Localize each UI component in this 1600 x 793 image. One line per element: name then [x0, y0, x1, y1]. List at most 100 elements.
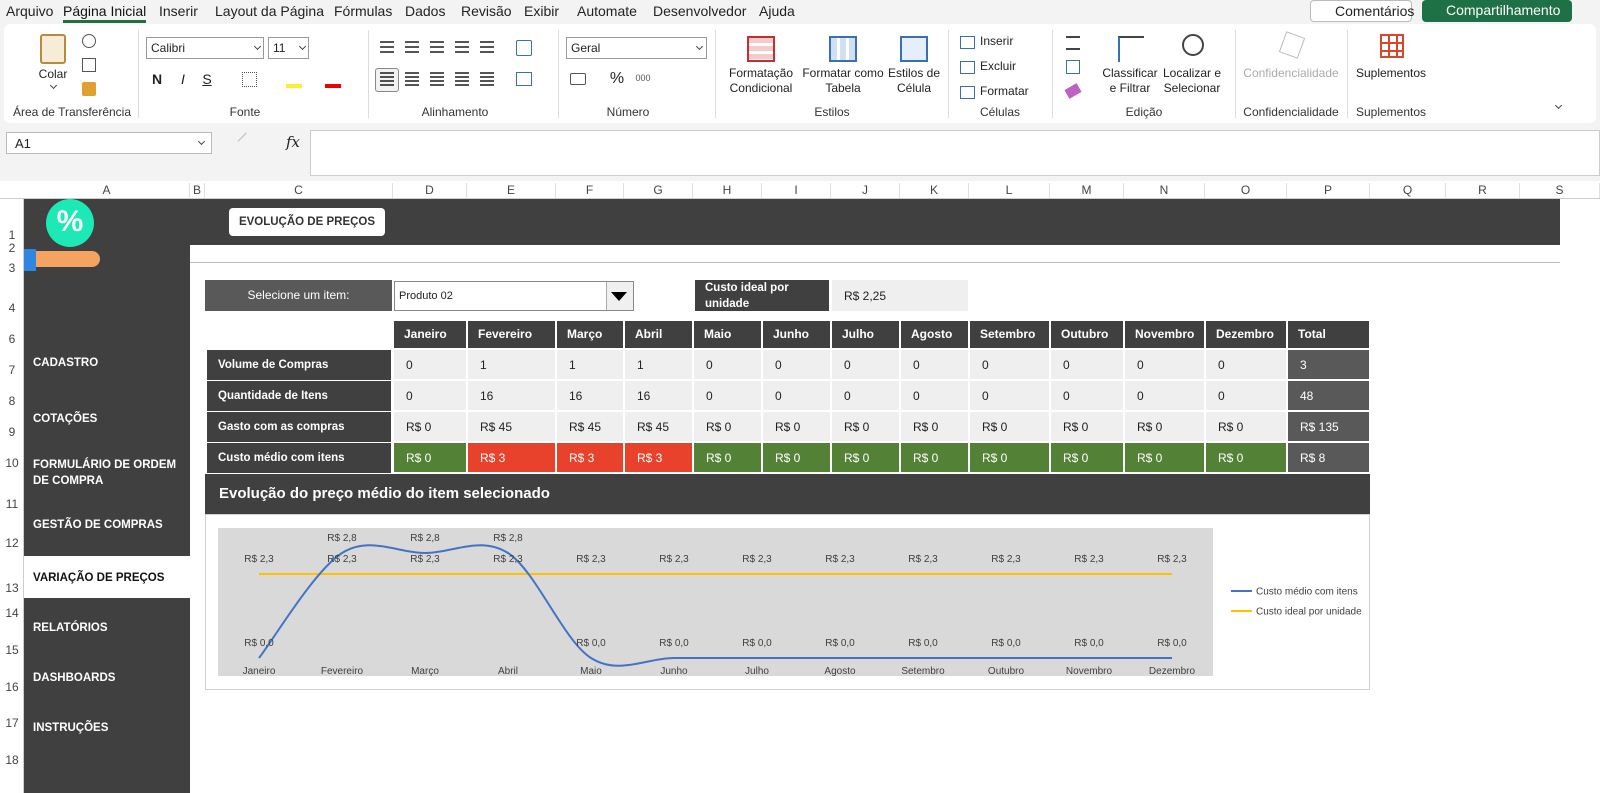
title-button[interactable]: EVOLUÇÃO DE PREÇOS: [229, 208, 385, 236]
cells-button[interactable]: Inserir: [980, 34, 1014, 48]
x-tick-label: Fevereiro: [321, 666, 364, 677]
table-cell: R$ 45: [557, 412, 623, 442]
align-icon: [455, 41, 469, 43]
percent-button[interactable]: %: [609, 70, 625, 87]
plot-area: [218, 528, 1213, 676]
menu-tab[interactable]: Dados: [405, 3, 446, 19]
formula-input[interactable]: [310, 130, 1600, 176]
menu-tab[interactable]: Página Inicial: [63, 3, 147, 23]
sidebar-item[interactable]: FORMULÁRIO DE ORDEM DE COMPRA: [33, 459, 177, 487]
chart: Janeiro Fevereiro Março Abril Maio Junho Julho…: [218, 528, 1362, 677]
align-icon: [405, 76, 419, 78]
column-header: F: [556, 183, 624, 198]
editing-button[interactable]: Selecionar: [1163, 81, 1221, 95]
data-label: R$ 2,3: [908, 554, 938, 565]
thousands-button[interactable]: 000: [635, 73, 651, 83]
table-header: Maio: [694, 321, 761, 348]
data-label: R$ 2,3: [244, 554, 274, 565]
menu-tab[interactable]: Exibir: [524, 3, 560, 19]
addins-button[interactable]: Suplementos: [1355, 66, 1427, 80]
column-header: N: [1124, 183, 1205, 198]
row-header: 10: [5, 456, 19, 470]
data-label: R$ 2,3: [1074, 554, 1104, 565]
menu-tab[interactable]: Arquivo: [6, 3, 54, 19]
editing-button[interactable]: Localizar e: [1162, 66, 1222, 80]
menu-tab[interactable]: Layout da Página: [215, 3, 324, 19]
menu-tab[interactable]: Inserir: [159, 3, 198, 19]
sidebar-item[interactable]: VARIAÇÃO DE PREÇOS: [33, 572, 165, 584]
sidebar-item[interactable]: INSTRUÇÕES: [33, 722, 109, 734]
styles-button[interactable]: Estilos de: [887, 66, 941, 80]
row-header: 12: [5, 536, 19, 550]
row-label: Volume de Compras: [207, 350, 391, 380]
data-label: R$ 0,0: [825, 638, 855, 649]
row-header: 4: [8, 301, 16, 315]
data-label: R$ 0,0: [659, 638, 689, 649]
align-icon: [430, 84, 444, 86]
row-header: 14: [5, 606, 19, 620]
sensitivity-button[interactable]: Confidencialidade: [1243, 66, 1339, 80]
paste-button[interactable]: Colar: [38, 67, 68, 81]
item-dropdown[interactable]: Produto 02: [394, 281, 634, 311]
column-header: I: [762, 183, 831, 198]
font-style-button[interactable]: N: [151, 71, 163, 87]
sidebar-item[interactable]: COTAÇÕES: [33, 413, 98, 425]
menu-tab[interactable]: Revisão: [461, 3, 512, 19]
row-header-strip: [0, 199, 24, 793]
column-header: Q: [1370, 183, 1446, 198]
menu-tab[interactable]: Fórmulas: [334, 3, 393, 19]
align-icon: [380, 72, 394, 74]
styles-button[interactable]: Formatar como: [802, 66, 884, 80]
table-cell: R$ 0: [1125, 443, 1204, 473]
align-icon: [480, 41, 494, 43]
align-icon: [380, 41, 394, 43]
editing-button[interactable]: Classificar: [1102, 66, 1158, 80]
sidebar-item[interactable]: CADASTRO: [33, 357, 99, 369]
styles-button[interactable]: Tabela: [825, 81, 861, 95]
font-name-box[interactable]: Calibri: [146, 37, 264, 59]
align-icon: [430, 80, 444, 82]
data-label: R$ 2,3: [742, 554, 772, 565]
cells-button[interactable]: Excluir: [980, 59, 1017, 73]
font-style-button[interactable]: S: [202, 71, 212, 87]
column-header: P: [1287, 183, 1370, 198]
sidebar-item[interactable]: DASHBOARDS: [33, 672, 116, 684]
fx-button[interactable]: fx: [285, 133, 300, 151]
conditional-icon: [747, 36, 775, 62]
styles-button[interactable]: Célula: [896, 81, 932, 95]
data-label: R$ 2,8: [493, 533, 523, 544]
font-size-box[interactable]: 11: [268, 37, 309, 59]
data-label: R$ 2,3: [659, 554, 689, 565]
menu-tab[interactable]: Desenvolvedor: [653, 3, 747, 19]
menu-tab[interactable]: Ajuda: [759, 3, 795, 19]
table-cell: R$ 0: [1125, 412, 1204, 442]
cut-icon: [82, 34, 96, 48]
table-cell: R$ 0: [832, 412, 899, 442]
cells-button[interactable]: Formatar: [980, 84, 1029, 98]
font-style-button[interactable]: I: [181, 71, 185, 87]
menu-tab[interactable]: Automate: [577, 3, 637, 19]
currency-icon: [570, 73, 586, 85]
legend-label: Custo médio com itens: [1256, 587, 1358, 598]
number-format-box[interactable]: Geral: [566, 37, 707, 59]
styles-button[interactable]: Formatação: [728, 66, 794, 80]
column-header: C: [205, 183, 393, 198]
data-label: R$ 0,0: [742, 638, 772, 649]
align-icon: [480, 72, 494, 74]
data-label: R$ 2,3: [576, 554, 606, 565]
name-box[interactable]: A1: [6, 132, 212, 154]
column-header: R: [1446, 183, 1520, 198]
share-button[interactable]: Compartilhamento: [1422, 0, 1572, 22]
table-cell: 0: [901, 381, 968, 411]
sidebar-item[interactable]: RELATÓRIOS: [33, 622, 108, 634]
table-header: Agosto: [901, 321, 968, 348]
editing-button[interactable]: e Filtrar: [1109, 81, 1151, 95]
comments-button[interactable]: Comentários: [1310, 0, 1414, 22]
x-tick-label: Junho: [660, 666, 688, 677]
align-icon: [455, 84, 469, 86]
data-label: R$ 2,3: [1157, 554, 1187, 565]
styles-button[interactable]: Condicional: [729, 81, 793, 95]
table-header: Setembro: [970, 321, 1049, 348]
sidebar-item[interactable]: GESTÃO DE COMPRAS: [33, 519, 163, 531]
align-icon: [380, 51, 394, 53]
